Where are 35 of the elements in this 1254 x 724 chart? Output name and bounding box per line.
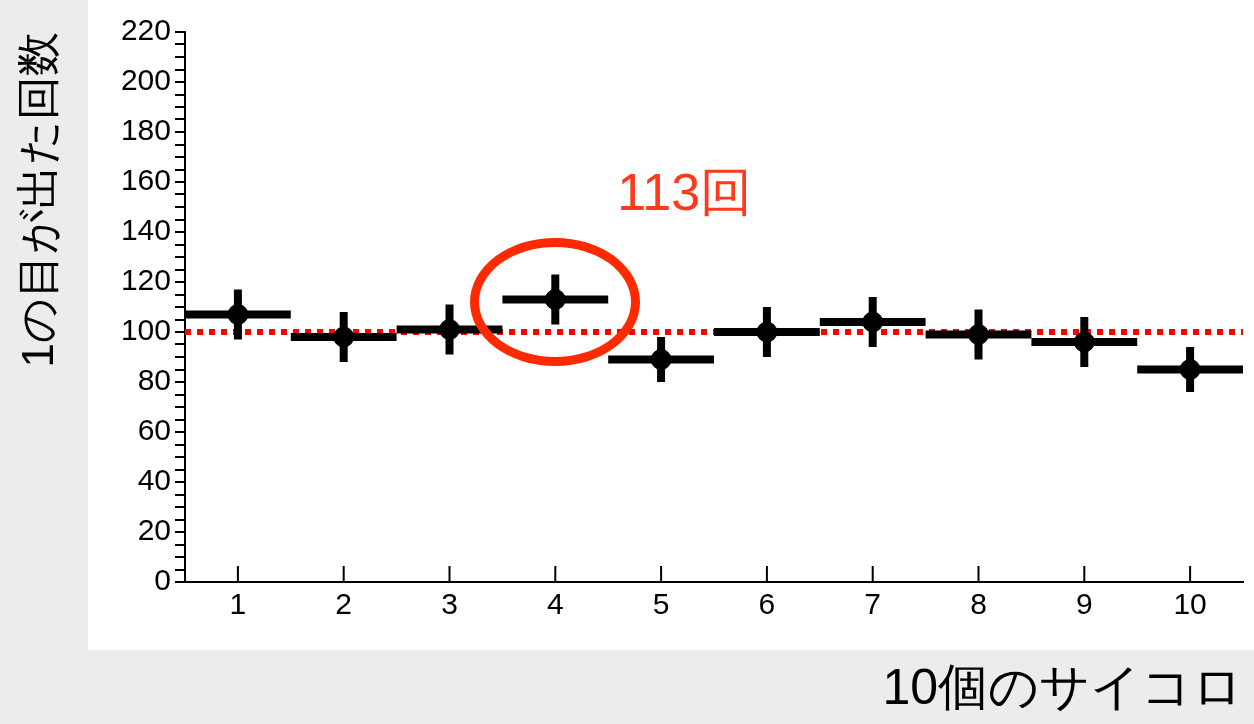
x-tick-label: 3 xyxy=(441,587,458,621)
point xyxy=(650,349,672,370)
x-tick-label: 8 xyxy=(970,587,987,621)
point xyxy=(862,311,884,333)
y-tick-label: 120 xyxy=(120,263,171,297)
y-tick-label: 40 xyxy=(137,463,171,497)
point xyxy=(968,324,989,345)
y-tick-label: 220 xyxy=(120,13,171,47)
point xyxy=(439,319,460,340)
y-tick-label: 140 xyxy=(120,213,171,247)
y-tick-label: 200 xyxy=(120,63,171,97)
y-tick-label: 100 xyxy=(120,313,171,347)
x-tick-label: 1 xyxy=(229,587,247,621)
x-tick-label: 9 xyxy=(1075,587,1093,621)
y-tick-label: 20 xyxy=(137,513,171,547)
y-axis-title: 1の目が出た回数 xyxy=(12,32,62,368)
y-tick-label: 160 xyxy=(120,163,171,197)
point xyxy=(756,321,778,343)
y-tick-label: 80 xyxy=(137,363,171,397)
point xyxy=(544,289,566,310)
x-tick-label: 5 xyxy=(652,587,670,621)
annotation: 113回 xyxy=(617,162,753,221)
point xyxy=(227,304,249,325)
point xyxy=(1179,359,1201,380)
x-axis-title: 10個のサイコロ xyxy=(882,658,1243,715)
y-tick-label: 180 xyxy=(120,113,171,147)
x-tick-label: 4 xyxy=(546,587,564,621)
x-tick-label: 2 xyxy=(335,587,353,621)
y-tick-label: 0 xyxy=(154,563,171,597)
y-tick-label: 60 xyxy=(137,413,171,447)
point xyxy=(1073,331,1095,353)
point xyxy=(333,326,355,348)
x-tick-label: 6 xyxy=(758,587,776,621)
x-tick-label: 7 xyxy=(864,587,882,621)
x-tick-label: 10 xyxy=(1173,587,1207,621)
